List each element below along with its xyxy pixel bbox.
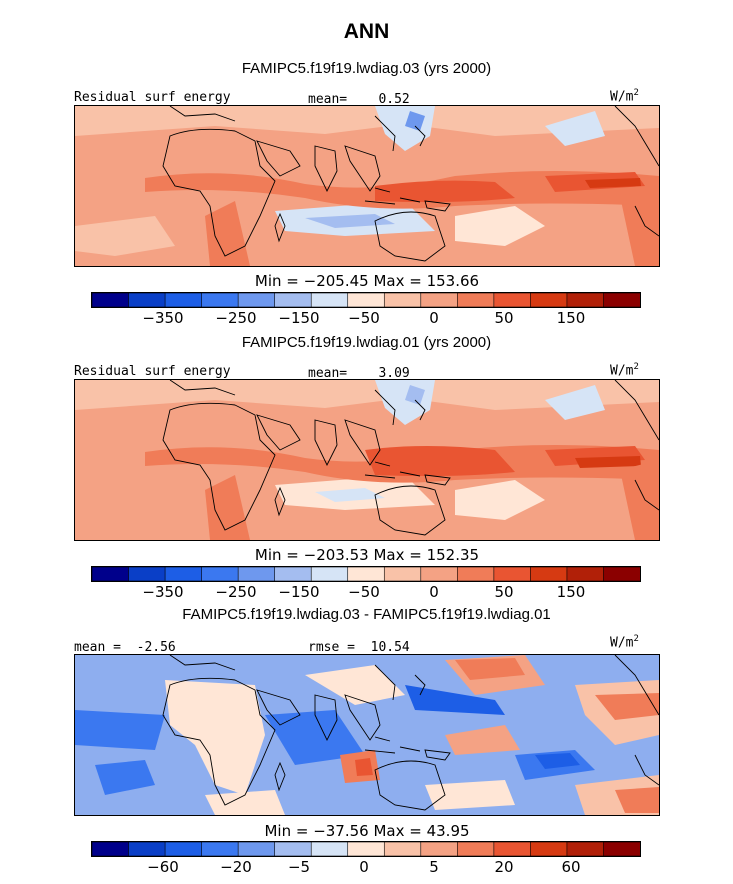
colorbar-swatch-3 — [164, 567, 203, 581]
colorbar-swatch-12 — [493, 842, 532, 856]
panel-3-cbar-label-1: −60 — [147, 858, 179, 876]
colorbar-swatch-3 — [164, 293, 203, 307]
panel-1-variable-label: Residual surf energy — [74, 90, 231, 105]
colorbar-swatch-12 — [493, 293, 532, 307]
panel-2-colorbar-swatches — [92, 567, 640, 581]
panel-2-units: W/m2 — [610, 362, 639, 379]
panel-3-cbar-label-2: −20 — [220, 858, 252, 876]
colorbar-swatch-1 — [92, 842, 130, 856]
colorbar-swatch-2 — [128, 567, 166, 581]
panel-1-mean-label: mean= 0.52 — [308, 92, 410, 107]
colorbar-swatch-11 — [457, 842, 495, 856]
colorbar-swatch-14 — [566, 567, 605, 581]
panel-2-cbar-label-7: 150 — [556, 583, 586, 601]
colorbar-swatch-1 — [92, 293, 130, 307]
colorbar-swatch-8 — [347, 567, 386, 581]
colorbar-swatch-10 — [420, 842, 459, 856]
panel-1-cbar-label-4: −50 — [348, 309, 380, 327]
panel-3-cbar-label-5: 5 — [429, 858, 439, 876]
colorbar-swatch-5 — [237, 567, 276, 581]
colorbar-swatch-7 — [310, 293, 349, 307]
colorbar-swatch-2 — [128, 842, 166, 856]
panel-3-title: FAMIPC5.f19f19.lwdiag.03 - FAMIPC5.f19f1… — [182, 606, 551, 623]
panel-1-cbar-label-7: 150 — [556, 309, 586, 327]
panel-1-cbar-label-5: 0 — [429, 309, 439, 327]
colorbar-swatch-13 — [530, 293, 568, 307]
colorbar-swatch-4 — [201, 293, 239, 307]
panel-3-colorbar — [91, 841, 641, 857]
colorbar-swatch-15 — [603, 842, 640, 856]
colorbar-swatch-4 — [201, 567, 239, 581]
colorbar-swatch-15 — [603, 293, 640, 307]
panel-2-cbar-label-2: −250 — [215, 583, 257, 601]
panel-1-cbar-label-6: 50 — [494, 309, 514, 327]
panel-2-cbar-label-3: −150 — [278, 583, 320, 601]
colorbar-swatch-13 — [530, 842, 568, 856]
colorbar-swatch-9 — [383, 842, 422, 856]
colorbar-swatch-6 — [274, 567, 312, 581]
colorbar-swatch-7 — [310, 567, 349, 581]
panel-1-cbar-label-1: −350 — [142, 309, 184, 327]
panel-1-colorbar — [91, 292, 641, 308]
panel-2-colorbar — [91, 566, 641, 582]
panel-2-cbar-label-1: −350 — [142, 583, 184, 601]
colorbar-swatch-10 — [420, 293, 459, 307]
panel-3-units: W/m2 — [610, 634, 639, 651]
colorbar-swatch-6 — [274, 293, 312, 307]
panel-3-rmse-label: rmse = 10.54 — [308, 640, 410, 655]
colorbar-swatch-2 — [128, 293, 166, 307]
colorbar-swatch-1 — [92, 567, 130, 581]
panel-3-colorbar-swatches — [92, 842, 640, 856]
panel-1-map — [74, 105, 660, 267]
panel-1-colorbar-swatches — [92, 293, 640, 307]
colorbar-swatch-8 — [347, 842, 386, 856]
colorbar-swatch-11 — [457, 293, 495, 307]
panel-1-cbar-label-3: −150 — [278, 309, 320, 327]
main-title: ANN — [343, 20, 390, 43]
panel-3-cbar-label-4: 0 — [359, 858, 369, 876]
panel-1-units: W/m2 — [610, 88, 639, 105]
panel-1-cbar-label-2: −250 — [215, 309, 257, 327]
colorbar-swatch-15 — [603, 567, 640, 581]
panel-2-stats: Min = −203.53 Max = 152.35 — [254, 546, 480, 564]
panel-3-mean-label: mean = -2.56 — [74, 640, 176, 655]
colorbar-swatch-9 — [383, 567, 422, 581]
colorbar-swatch-14 — [566, 842, 605, 856]
colorbar-swatch-6 — [274, 842, 312, 856]
colorbar-swatch-14 — [566, 293, 605, 307]
panel-3-map — [74, 654, 660, 816]
panel-1-title: FAMIPC5.f19f19.lwdiag.03 (yrs 2000) — [241, 60, 492, 77]
panel-2-cbar-label-5: 0 — [429, 583, 439, 601]
panel-2-map — [74, 379, 660, 541]
colorbar-swatch-8 — [347, 293, 386, 307]
colorbar-swatch-11 — [457, 567, 495, 581]
colorbar-swatch-10 — [420, 567, 459, 581]
colorbar-swatch-4 — [201, 842, 239, 856]
colorbar-swatch-9 — [383, 293, 422, 307]
panel-2-cbar-label-4: −50 — [348, 583, 380, 601]
colorbar-swatch-5 — [237, 842, 276, 856]
panel-1-stats: Min = −205.45 Max = 153.66 — [254, 272, 480, 290]
panel-2-variable-label: Residual surf energy — [74, 364, 231, 379]
colorbar-swatch-12 — [493, 567, 532, 581]
panel-3-stats: Min = −37.56 Max = 43.95 — [264, 822, 470, 840]
colorbar-swatch-13 — [530, 567, 568, 581]
panel-3-cbar-label-7: 60 — [561, 858, 581, 876]
panel-3-cbar-label-6: 20 — [494, 858, 514, 876]
panel-2-title: FAMIPC5.f19f19.lwdiag.01 (yrs 2000) — [241, 334, 492, 351]
panel-2-cbar-label-6: 50 — [494, 583, 514, 601]
panel-2-mean-label: mean= 3.09 — [308, 366, 410, 381]
colorbar-swatch-5 — [237, 293, 276, 307]
panel-3-cbar-label-3: −5 — [287, 858, 311, 876]
colorbar-swatch-7 — [310, 842, 349, 856]
colorbar-swatch-3 — [164, 842, 203, 856]
